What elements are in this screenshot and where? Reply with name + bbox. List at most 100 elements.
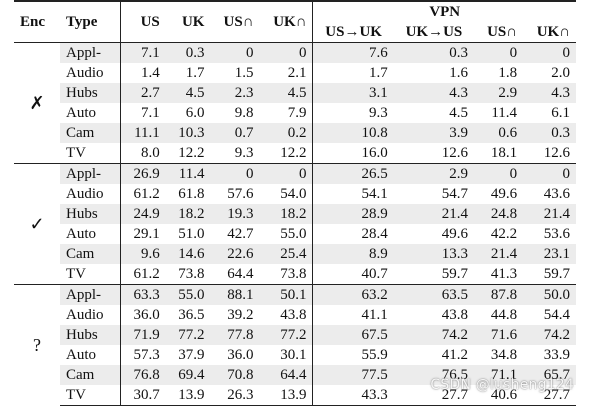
value-cell: 0.3 bbox=[523, 123, 576, 143]
value-cell: 59.7 bbox=[543, 266, 570, 282]
value-cell: 74.2 bbox=[393, 325, 475, 345]
value-cell: 42.2 bbox=[490, 226, 518, 242]
value-cell: 61.8 bbox=[178, 186, 205, 202]
value-cell: 88.1 bbox=[210, 284, 260, 305]
value-cell: 0.6 bbox=[474, 123, 524, 143]
value-cell: 73.8 bbox=[178, 266, 205, 282]
table-row: ✗ Appl- 7.1 0.3 0 0 7.6 0.3 0 0 bbox=[14, 42, 576, 113]
value-cell: 14.6 bbox=[165, 244, 211, 264]
value-cell: 77.8 bbox=[210, 325, 260, 345]
value-cell: 10.8 bbox=[312, 123, 394, 143]
type-cell: Appl- bbox=[60, 163, 121, 184]
value-cell: 76.5 bbox=[393, 365, 475, 385]
value-cell: 12.6 bbox=[543, 145, 570, 161]
value-cell: 24.8 bbox=[474, 204, 524, 224]
type-cell: Hubs bbox=[60, 83, 121, 103]
value-cell: 23.1 bbox=[523, 244, 576, 264]
value-cell: 40.7 bbox=[361, 266, 388, 282]
type-cell: Appl- bbox=[60, 284, 121, 305]
value-cell: 71.6 bbox=[474, 325, 524, 345]
table-body: ✗ Appl- 7.1 0.3 0 0 7.6 0.3 0 0 Audio 1.4 1.7 1.5 2.1 1… bbox=[14, 42, 576, 406]
header-vpn-us-cap: US∩ bbox=[474, 22, 524, 43]
table-row: Audio 36.0 36.5 39.2 43.8 41.1 43.8 44.8 54.4 bbox=[14, 305, 576, 325]
value-cell: 0 bbox=[259, 163, 314, 184]
value-cell: 76.8 bbox=[120, 365, 166, 385]
value-cell: 7.9 bbox=[259, 103, 314, 123]
value-cell: 44.8 bbox=[490, 307, 518, 323]
value-cell: 2.3 bbox=[210, 83, 260, 103]
type-cell: Hubs bbox=[60, 325, 121, 345]
value-cell: 33.9 bbox=[543, 347, 570, 363]
value-cell: 70.8 bbox=[210, 365, 260, 385]
value-cell: 77.2 bbox=[165, 325, 211, 345]
table-row: Hubs 2.7 4.5 2.3 4.5 3.1 4.3 2.9 4.3 bbox=[14, 83, 576, 103]
table-row: Auto 57.3 37.9 36.0 30.1 55.9 41.2 34.8 33.9 bbox=[14, 345, 576, 365]
value-cell: 54.1 bbox=[361, 186, 388, 202]
value-cell: 21.4 bbox=[523, 204, 576, 224]
value-cell: 41.2 bbox=[441, 347, 469, 363]
value-cell: 41.3 bbox=[490, 266, 518, 282]
table-row: Audio 61.2 61.8 57.6 54.0 54.1 54.7 49.6 43.6 bbox=[14, 184, 576, 204]
value-cell: 74.2 bbox=[523, 325, 576, 345]
header-us-cap: US∩ bbox=[210, 14, 260, 43]
value-cell: 24.9 bbox=[120, 204, 166, 224]
type-cell: Audio bbox=[60, 305, 121, 325]
table-row: TV 8.0 12.2 9.3 12.2 16.0 12.6 18.1 12.6 bbox=[14, 143, 576, 164]
value-cell: 87.8 bbox=[474, 284, 524, 305]
table-row: Hubs 71.9 77.2 77.8 77.2 67.5 74.2 71.6 74.2 bbox=[14, 325, 576, 345]
type-cell: Cam bbox=[60, 123, 121, 143]
header-uk-label: UK bbox=[181, 14, 205, 30]
header-type-label: Type bbox=[66, 14, 98, 30]
table-row: Hubs 24.9 18.2 19.3 18.2 28.9 21.4 24.8 21.4 bbox=[14, 204, 576, 224]
value-cell: 0 bbox=[474, 163, 524, 184]
value-cell: 4.5 bbox=[259, 83, 314, 103]
results-table: VPN Enc Type US UK US∩ UK∩ US→UK UK→US U… bbox=[14, 0, 576, 406]
value-cell: 9.6 bbox=[120, 244, 166, 264]
enc-cell: ✓ bbox=[14, 163, 60, 285]
type-cell: TV bbox=[60, 143, 121, 164]
value-cell: 71.9 bbox=[120, 325, 166, 345]
type-cell: Appl- bbox=[60, 42, 121, 63]
value-cell: 69.4 bbox=[165, 365, 211, 385]
header-uk: UK bbox=[165, 14, 211, 43]
type-cell: Cam bbox=[60, 244, 121, 264]
value-cell: 29.1 bbox=[133, 226, 160, 242]
value-cell: 1.7 bbox=[369, 65, 388, 81]
value-cell: 0 bbox=[259, 42, 314, 63]
value-cell: 77.2 bbox=[259, 325, 314, 345]
value-cell: 18.2 bbox=[259, 204, 314, 224]
value-cell: 50.0 bbox=[523, 284, 576, 305]
value-cell: 0 bbox=[210, 42, 260, 63]
value-cell: 19.3 bbox=[210, 204, 260, 224]
table-row: Cam 11.1 10.3 0.7 0.2 10.8 3.9 0.6 0.3 bbox=[14, 123, 576, 143]
header-uk-cap: UK∩ bbox=[259, 14, 314, 43]
header-type-top bbox=[60, 0, 121, 22]
value-cell: 0 bbox=[523, 163, 576, 184]
header-us-cap-label: US∩ bbox=[223, 14, 254, 30]
value-cell: 10.3 bbox=[165, 123, 211, 143]
header-us-cap-top bbox=[210, 0, 260, 22]
value-cell: 34.8 bbox=[490, 347, 518, 363]
value-cell: 37.9 bbox=[178, 347, 205, 363]
value-cell: 11.4 bbox=[491, 105, 518, 121]
value-cell: 41.1 bbox=[361, 307, 388, 323]
value-cell: 7.1 bbox=[120, 42, 166, 63]
value-cell: 36.0 bbox=[133, 307, 160, 323]
value-cell: 28.9 bbox=[312, 204, 394, 224]
value-cell: 0.2 bbox=[259, 123, 314, 143]
value-cell: 63.5 bbox=[393, 284, 475, 305]
value-cell: 43.3 bbox=[312, 385, 394, 406]
header-type: Type bbox=[60, 14, 121, 43]
value-cell: 73.8 bbox=[259, 264, 314, 285]
value-cell: 26.5 bbox=[312, 163, 394, 184]
value-cell: 21.4 bbox=[393, 204, 475, 224]
type-cell: Auto bbox=[60, 345, 121, 365]
enc-cell: ? bbox=[14, 284, 60, 406]
value-cell: 25.4 bbox=[259, 244, 314, 264]
value-cell: 9.8 bbox=[234, 105, 254, 121]
value-cell: 0 bbox=[474, 42, 524, 63]
value-cell: 3.1 bbox=[312, 83, 394, 103]
value-cell: 57.3 bbox=[133, 347, 160, 363]
value-cell: 65.7 bbox=[523, 365, 576, 385]
value-cell: 9.3 bbox=[234, 145, 254, 161]
